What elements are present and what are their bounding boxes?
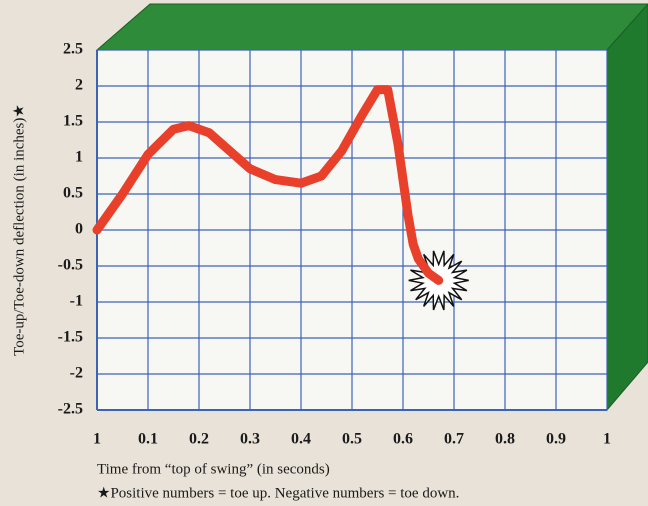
y-tick-label: -1 <box>70 293 83 310</box>
x-tick-label: 0.2 <box>189 431 209 448</box>
x-tick-label: 0.6 <box>393 431 413 448</box>
x-tick-label: 1 <box>603 431 611 448</box>
y-axis-label: Toe-up/Toe-down deflection (in inches)★ <box>11 104 27 356</box>
y-tick-label: -0.5 <box>58 257 83 274</box>
y-tick-label: -1.5 <box>58 329 83 346</box>
y-tick-label: 0.5 <box>63 185 83 202</box>
y-tick-label: -2 <box>70 365 83 382</box>
x-tick-label: 0.5 <box>342 431 362 448</box>
x-tick-label: 1 <box>93 431 101 448</box>
y-tick-label: 1.5 <box>63 113 83 130</box>
x-tick-label: 0.7 <box>444 431 464 448</box>
y-tick-label: 2.5 <box>63 41 83 58</box>
x-tick-label: 0.8 <box>495 431 515 448</box>
y-tick-label: 1 <box>75 149 83 166</box>
x-axis-label: Time from “top of swing” (in seconds) <box>97 461 330 477</box>
box-side <box>606 3 648 412</box>
y-tick-label: -2.5 <box>58 401 83 418</box>
footnote: ★Positive numbers = toe up. Negative num… <box>97 485 459 501</box>
x-tick-label: 0.4 <box>291 431 311 448</box>
x-tick-label: 0.1 <box>138 431 158 448</box>
y-tick-label: 2 <box>75 77 83 94</box>
box-top <box>95 3 648 51</box>
data-line <box>92 85 444 285</box>
x-tick-label: 0.9 <box>546 431 566 448</box>
y-tick-label: 0 <box>75 221 83 238</box>
x-tick-label: 0.3 <box>240 431 260 448</box>
